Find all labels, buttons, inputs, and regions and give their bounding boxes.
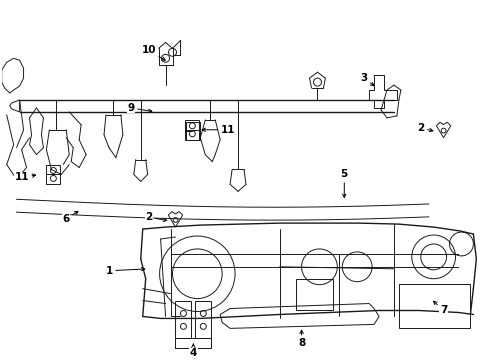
Bar <box>46 165 60 184</box>
Text: 2: 2 <box>416 123 432 133</box>
Bar <box>186 122 200 140</box>
Text: 10: 10 <box>141 45 165 60</box>
Text: 7: 7 <box>433 301 447 315</box>
Text: 11: 11 <box>14 172 36 183</box>
Text: 8: 8 <box>297 330 305 348</box>
Bar <box>175 301 191 338</box>
Text: 6: 6 <box>62 211 78 224</box>
Text: 9: 9 <box>127 103 151 113</box>
Bar <box>185 120 199 140</box>
Text: 1: 1 <box>105 266 144 276</box>
Bar <box>295 279 333 310</box>
Bar <box>398 284 469 328</box>
Text: 11: 11 <box>202 125 235 135</box>
Text: 2: 2 <box>145 212 166 222</box>
Text: 5: 5 <box>340 170 347 197</box>
Text: 3: 3 <box>360 73 373 86</box>
Text: 4: 4 <box>189 344 197 358</box>
Bar <box>195 301 211 338</box>
